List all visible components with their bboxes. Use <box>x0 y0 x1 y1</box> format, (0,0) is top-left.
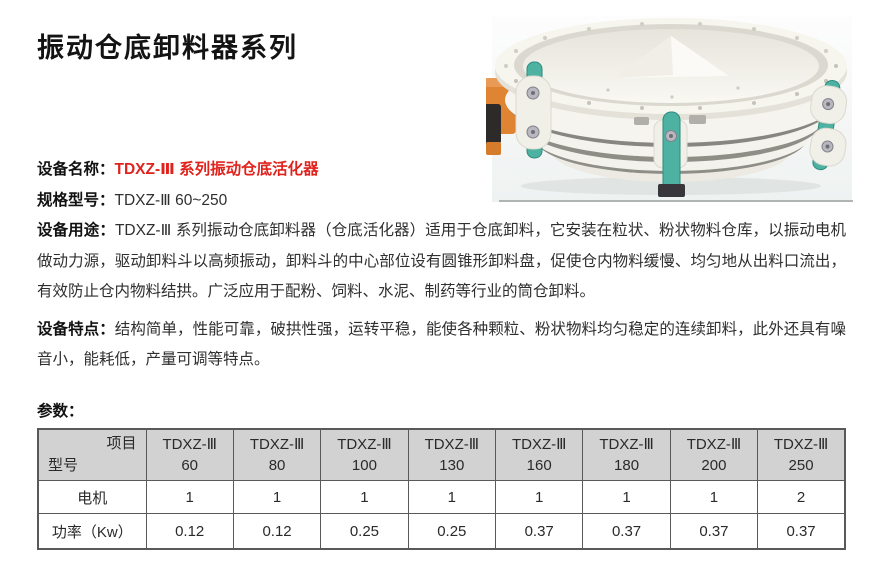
discharger-illustration <box>480 16 853 202</box>
column-series: TDXZ-Ⅲ <box>599 436 654 453</box>
product-photo <box>480 4 860 204</box>
device-name-line: 设备名称：TDXZ-Ⅲ 系列振动仓底活化器 <box>37 155 846 186</box>
column-series: TDXZ-Ⅲ <box>686 436 742 453</box>
table-cell: 0.37 <box>669 513 759 550</box>
table-cell: 2 <box>757 480 846 514</box>
row-label: 功率（Kw） <box>37 513 147 550</box>
table-cell: 0.12 <box>145 513 234 550</box>
model-line: 规格型号：TDXZ-Ⅲ 60~250 <box>37 186 846 217</box>
column-size: 200 <box>701 457 727 474</box>
column-series: TDXZ-Ⅲ <box>337 436 392 453</box>
table-cell: 0.37 <box>494 513 584 550</box>
features-label: 设备特点： <box>37 320 115 338</box>
usage-paragraph: 设备用途：TDXZ-Ⅲ 系列振动仓底卸料器（仓底活化器）适用于仓底卸料，它安装在… <box>37 216 846 308</box>
column-header: TDXZ-Ⅲ 130 <box>407 428 497 481</box>
device-name-label: 设备名称： <box>37 161 115 178</box>
column-size: 60 <box>181 457 199 474</box>
column-size: 100 <box>351 457 377 474</box>
features-text: 结构简单，性能可靠，破拱性强，运转平稳，能使各种颗粒、粉状物料均匀稳定的连续卸料… <box>37 320 846 369</box>
spec-section: 设备名称：TDXZ-Ⅲ 系列振动仓底活化器 规格型号：TDXZ-Ⅲ 60~250… <box>37 155 846 376</box>
params-heading: 参数： <box>37 403 84 420</box>
device-name-value: TDXZ-Ⅲ 系列振动仓底活化器 <box>114 161 319 178</box>
column-header: TDXZ-Ⅲ 200 <box>669 428 759 481</box>
table-cell: 0.37 <box>757 513 846 550</box>
column-size: 130 <box>439 457 465 474</box>
column-header: TDXZ-Ⅲ 180 <box>582 428 671 481</box>
table-cell: 0.25 <box>320 513 409 550</box>
table-cell: 1 <box>232 480 322 514</box>
corner-item-label: 项目 <box>106 435 137 452</box>
table-header-row: 项目 型号 TDXZ-Ⅲ 60 TDXZ-Ⅲ 80 TDXZ-Ⅲ 100 TDXZ-Ⅲ… <box>37 428 846 481</box>
table-cell: 1 <box>582 480 671 514</box>
corner-header-cell: 项目 型号 <box>37 428 147 481</box>
column-size: 160 <box>526 457 552 474</box>
column-header: TDXZ-Ⅲ 60 <box>145 428 234 481</box>
features-paragraph: 设备特点：结构简单，性能可靠，破拱性强，运转平稳，能使各种颗粒、粉状物料均匀稳定… <box>37 315 846 376</box>
column-series: TDXZ-Ⅲ <box>511 436 567 453</box>
table-cell: 0.37 <box>582 513 671 550</box>
table-cell: 1 <box>494 480 584 514</box>
column-header: TDXZ-Ⅲ 100 <box>320 428 409 481</box>
column-header: TDXZ-Ⅲ 80 <box>232 428 322 481</box>
corner-model-label: 型号 <box>48 457 79 474</box>
table-row-power: 功率（Kw） 0.12 0.12 0.25 0.25 0.37 0.37 0.3… <box>37 513 846 550</box>
row-label: 电机 <box>37 480 147 514</box>
table-cell: 1 <box>145 480 234 514</box>
column-series: TDXZ-Ⅲ <box>162 436 217 453</box>
column-series: TDXZ-Ⅲ <box>249 436 305 453</box>
page-title: 振动仓底卸料器系列 <box>37 33 298 63</box>
usage-text: TDXZ-Ⅲ 系列振动仓底卸料器（仓底活化器）适用于仓底卸料，它安装在粒状、粉状… <box>37 222 846 300</box>
usage-label: 设备用途： <box>37 222 115 239</box>
model-value: TDXZ-Ⅲ 60~250 <box>114 191 228 209</box>
column-header: TDXZ-Ⅲ 160 <box>494 428 584 481</box>
table-cell: 1 <box>669 480 759 514</box>
table-cell: 1 <box>320 480 409 514</box>
model-label: 规格型号： <box>37 191 115 209</box>
column-size: 180 <box>614 457 640 474</box>
column-header: TDXZ-Ⅲ 250 <box>757 428 846 481</box>
table-row-motor: 电机 1 1 1 1 1 1 1 2 <box>37 480 846 514</box>
column-series: TDXZ-Ⅲ <box>424 436 480 453</box>
table-cell: 1 <box>407 480 497 514</box>
column-size: 80 <box>268 457 286 474</box>
table-cell: 0.25 <box>407 513 497 550</box>
table-cell: 0.12 <box>232 513 322 550</box>
column-size: 250 <box>788 457 814 474</box>
column-series: TDXZ-Ⅲ <box>773 436 829 453</box>
params-table: 项目 型号 TDXZ-Ⅲ 60 TDXZ-Ⅲ 80 TDXZ-Ⅲ 100 TDXZ-Ⅲ… <box>37 428 846 550</box>
